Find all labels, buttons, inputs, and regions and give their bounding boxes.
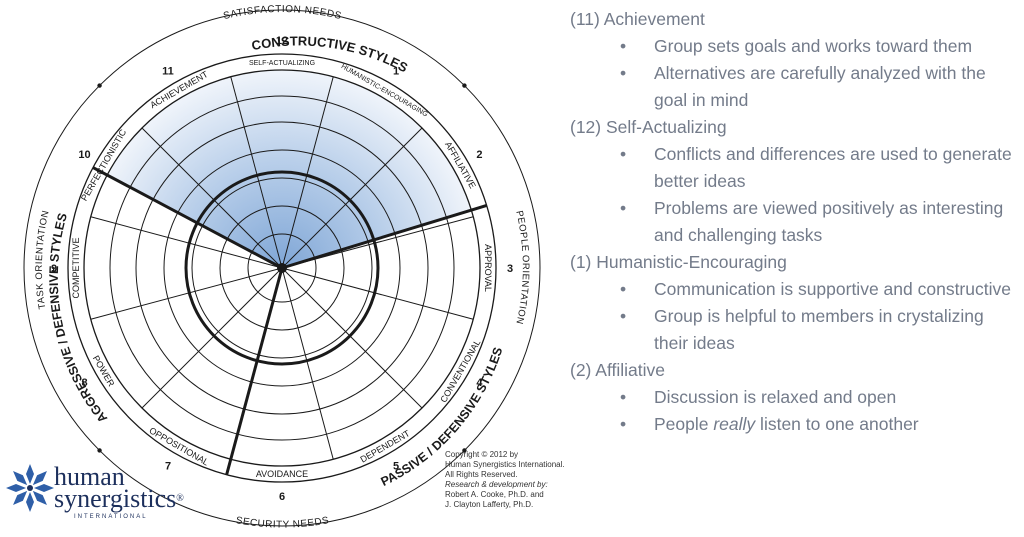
logo-petal <box>32 490 47 505</box>
fiftieth-percentile-ring <box>184 170 380 366</box>
center-dot <box>277 263 287 273</box>
percentile-ring <box>109 95 455 441</box>
sector-number: 9 <box>51 263 57 275</box>
copyright-line: All Rights Reserved. <box>445 470 518 479</box>
logo-word-human: human <box>54 462 125 491</box>
style-heading: (12) Self-Actualizing <box>570 117 727 137</box>
bullet-icon: • <box>620 306 627 326</box>
list-item: • People really listen to one another <box>570 411 1018 438</box>
top-arc-label: SATISFACTION NEEDS <box>222 4 342 22</box>
sector-spoke <box>90 216 283 269</box>
style-descriptions: (11) Achievement • Group sets goals and w… <box>570 6 1018 438</box>
style-heading: (11) Achievement <box>570 9 705 29</box>
list-item: • Conflicts and differences are used to g… <box>570 141 1018 195</box>
sector-spoke <box>141 267 283 409</box>
logo-word-international: INTERNATIONAL <box>74 514 148 520</box>
list-item: • Alternatives are carefully analyzed wit… <box>570 60 1018 114</box>
sector-number: 4 <box>476 377 483 389</box>
arrow-tick <box>97 83 102 88</box>
arrow-tick <box>97 448 102 453</box>
sector-spoke <box>230 76 283 269</box>
bullet-list: • Group sets goals and works toward them … <box>570 33 1018 114</box>
sector-number: 10 <box>78 149 90 161</box>
logo-center <box>27 485 33 491</box>
sector-number: 1 <box>393 66 399 78</box>
logo-petal <box>26 464 34 484</box>
outer-ring <box>67 53 497 483</box>
label-ring <box>83 69 481 467</box>
sector-label: DEPENDENT <box>358 428 412 465</box>
style-section: (11) Achievement • Group sets goals and w… <box>570 6 1018 114</box>
copyright-line: Research & development by: <box>445 480 548 489</box>
outer-arrow-circle <box>23 9 541 527</box>
percentile-ring <box>163 149 401 387</box>
logo-petal <box>34 484 54 492</box>
style-section: (2) Affiliative • Discussion is relaxed a… <box>570 357 1018 438</box>
sector-label: APPROVAL <box>483 244 493 292</box>
bottom-arc-label: SECURITY NEEDS <box>235 515 330 530</box>
list-item: • Communication is supportive and constru… <box>570 276 1018 303</box>
sector-label: AVOIDANCE <box>256 469 308 479</box>
logo-petal <box>13 490 28 505</box>
sector-number: 3 <box>507 263 513 275</box>
copyright-line: J. Clayton Lafferty, Ph.D. <box>445 500 534 509</box>
list-item: • Group is helpful to members in crystali… <box>570 303 1018 357</box>
cluster-divider <box>225 267 284 476</box>
style-heading: (2) Affiliative <box>570 360 665 380</box>
sector-spoke <box>90 267 283 320</box>
percentile-ring <box>219 205 345 331</box>
percentile-ring <box>247 233 317 303</box>
bullet-icon: • <box>620 387 627 407</box>
sector-spoke <box>141 127 283 269</box>
bullet-icon: • <box>620 414 627 434</box>
list-item: • Problems are viewed positively as inter… <box>570 195 1018 249</box>
bullet-list: • Communication is supportive and constru… <box>570 276 1018 357</box>
logo-word-synergistics: synergistics® <box>54 484 184 513</box>
arrow-tick <box>462 448 467 453</box>
sector-number: 2 <box>476 149 482 161</box>
sector-spoke <box>281 76 334 269</box>
logo-petal <box>13 471 28 486</box>
style-section: (1) Humanistic-Encouraging • Communicatio… <box>570 249 1018 357</box>
bullet-icon: • <box>620 63 627 83</box>
bullet-icon: • <box>620 144 627 164</box>
copyright-line: Human Synergistics International. <box>445 460 565 469</box>
cluster-divider <box>281 203 488 270</box>
sector-number: 12 <box>276 35 288 47</box>
copyright-block: Copyright © 2012 by Human Synergistics I… <box>445 450 585 510</box>
sector-number: 8 <box>81 377 87 389</box>
bullet-list: • Conflicts and differences are used to g… <box>570 141 1018 249</box>
sector-number: 6 <box>279 491 285 503</box>
logo-petal <box>32 471 47 486</box>
list-item: • Group sets goals and works toward them <box>570 33 1018 60</box>
sector-spoke <box>281 267 423 409</box>
style-heading: (1) Humanistic-Encouraging <box>570 252 787 272</box>
percentile-ring <box>135 121 429 415</box>
percentile-ring <box>191 177 373 359</box>
sector-spoke <box>281 267 334 460</box>
circumplex-diagram: HUMANISTIC-ENCOURAGING1AFFILIATIVE2APPRO… <box>23 4 541 531</box>
bullet-icon: • <box>620 36 627 56</box>
sector-spoke <box>281 267 474 320</box>
sector-label: SELF-ACTUALIZING <box>249 60 315 67</box>
arrow-tick <box>462 83 467 88</box>
bullet-icon: • <box>620 198 627 218</box>
logo-petal <box>26 492 34 512</box>
sector-label: COMPETITIVE <box>71 237 81 298</box>
starburst-logo-icon <box>6 464 54 512</box>
human-synergistics-logo: human synergistics® INTERNATIONAL <box>4 462 194 522</box>
bullet-list: • Discussion is relaxed and open • People … <box>570 384 1018 438</box>
bullet-icon: • <box>620 279 627 299</box>
sector-spoke <box>281 127 423 269</box>
list-item: • Discussion is relaxed and open <box>570 384 1018 411</box>
copyright-line: Robert A. Cooke, Ph.D. and <box>445 490 544 499</box>
logo-petal <box>6 484 26 492</box>
cluster-divider <box>92 166 283 270</box>
sector-number: 7 <box>165 460 171 472</box>
style-section: (12) Self-Actualizing • Conflicts and dif… <box>570 114 1018 249</box>
right-arc-label: PEOPLE ORIENTATION <box>513 210 531 326</box>
sector-number: 5 <box>393 460 399 472</box>
sector-number: 11 <box>162 66 174 78</box>
copyright-line: Copyright © 2012 by <box>445 450 519 459</box>
